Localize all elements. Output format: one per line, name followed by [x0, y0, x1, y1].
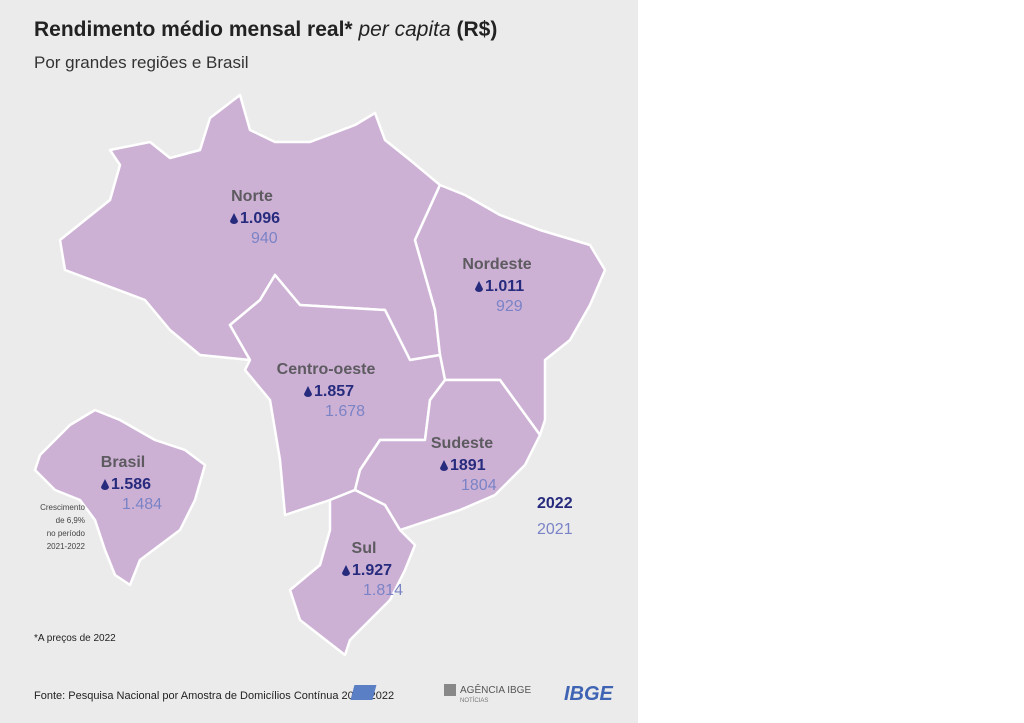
value-2022: 1.096: [240, 210, 280, 227]
value-2022: 1.586: [111, 476, 151, 493]
value-2022: 1891: [450, 457, 486, 474]
title-main: Rendimento médio mensal real*: [34, 18, 353, 41]
up-arrow-icon: [440, 460, 448, 471]
region-name: Sudeste: [431, 435, 493, 452]
region-name: Centro-oeste: [277, 361, 376, 378]
value-2021: 929: [496, 298, 523, 315]
value-2022: 1.011: [485, 278, 524, 295]
region-name: Norte: [231, 188, 273, 205]
logo-ibge: IBGE: [350, 683, 614, 705]
up-arrow-icon: [304, 386, 312, 397]
up-arrow-icon: [475, 281, 483, 292]
region-name: Nordeste: [462, 256, 531, 273]
growth-note: no período: [47, 529, 86, 538]
logo-agencia-text: AGÊNCIA IBGE: [460, 683, 531, 696]
logo-agencia: AGÊNCIA IBGE NOTÍCIAS: [444, 683, 531, 704]
footnote: *A preços de 2022: [34, 633, 116, 644]
region-sul-shape: [288, 488, 417, 657]
value-2021: 1.678: [325, 403, 365, 420]
subtitle: Por grandes regiões e Brasil: [34, 53, 249, 72]
value-2021: 1.484: [122, 496, 162, 513]
value-2022: 1.927: [352, 562, 392, 579]
up-arrow-icon: [230, 213, 238, 224]
region-name: Sul: [352, 540, 377, 557]
growth-note: de 6,9%: [56, 516, 85, 525]
region-name: Brasil: [101, 454, 145, 471]
logo-noticias-text: NOTÍCIAS: [460, 697, 488, 704]
value-2021: 1804: [461, 477, 497, 494]
title: Rendimento médio mensal real* per capita…: [34, 18, 497, 41]
region-nordeste-shape: [413, 183, 607, 437]
logo-ibge-text: IBGE: [564, 683, 614, 705]
title-unit: (R$): [457, 18, 498, 41]
up-arrow-icon: [342, 565, 350, 576]
source: Fonte: Pesquisa Nacional por Amostra de …: [34, 690, 394, 702]
value-2022: 1.857: [314, 383, 354, 400]
legend-2021: 2021: [537, 521, 573, 538]
growth-note: 2021-2022: [47, 542, 86, 551]
value-2021: 940: [251, 230, 278, 247]
growth-note: Crescimento: [40, 503, 85, 512]
legend-2022: 2022: [537, 495, 573, 512]
value-2021: 1.814: [363, 582, 403, 599]
title-italic: per capita: [357, 18, 450, 41]
up-arrow-icon: [101, 479, 109, 490]
brasil-shape: [33, 408, 207, 587]
